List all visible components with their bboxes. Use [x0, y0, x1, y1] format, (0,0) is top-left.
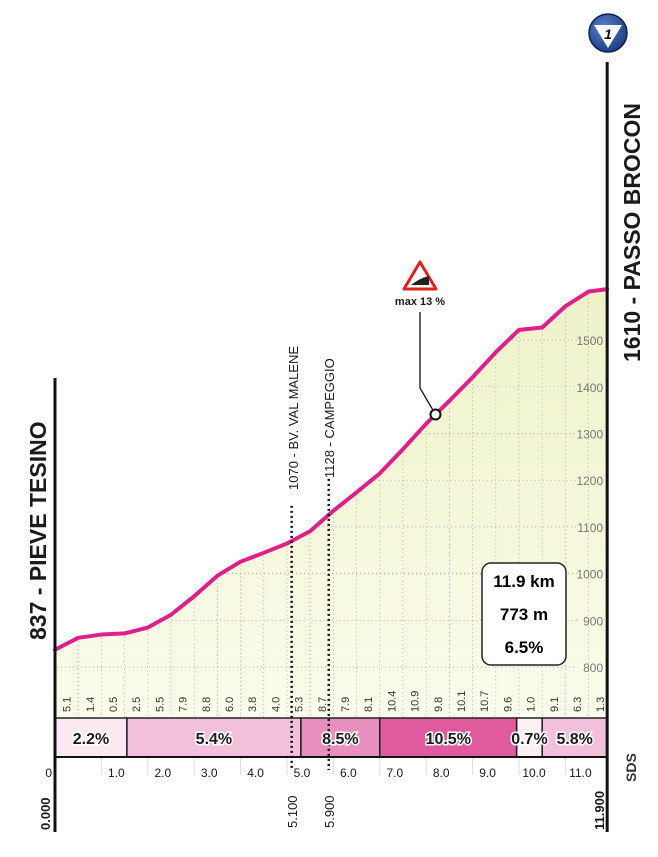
- gradient-500m-label: 6.0: [224, 697, 236, 712]
- gradient-500m-label: 1.4: [85, 697, 97, 712]
- x-tick-label: 4.0: [247, 766, 264, 780]
- summary-box: 11.9 km 773 m 6.5%: [481, 562, 567, 666]
- x-tick-label: 6.0: [340, 766, 357, 780]
- gradient-500m-label: 7.9: [340, 697, 352, 712]
- gradient-500m-label: 5.3: [294, 697, 306, 712]
- gradient-500m-label: 4.0: [270, 697, 282, 712]
- gradient-500m-label: 6.3: [572, 697, 584, 712]
- gradient-section-label: 2.2%: [73, 731, 109, 748]
- gradient-section-label: 0.7%: [511, 731, 547, 748]
- x-tick-label: 8.0: [433, 766, 450, 780]
- x-tick-label: 9.0: [479, 766, 496, 780]
- x-tick-label: 0: [45, 766, 52, 780]
- x-tick-label: 2.0: [154, 766, 171, 780]
- x-tick-label: 10.0: [522, 766, 546, 780]
- y-tick-label: 1100: [577, 521, 603, 535]
- summary-elevation-gain: 773 m: [500, 605, 548, 624]
- x-tick-label: 5.0: [294, 766, 311, 780]
- y-tick-label: 1200: [576, 474, 603, 488]
- gradient-500m-label: 8.8: [201, 697, 213, 712]
- y-tick-label: 1000: [576, 568, 603, 582]
- y-tick-label: 800: [583, 661, 603, 675]
- gradient-500m-label: 5.1: [62, 697, 74, 712]
- gradient-500m-label: 9.8: [433, 697, 445, 712]
- profile-area: [55, 289, 608, 718]
- finish-badge: 1: [588, 13, 628, 53]
- gradient-section-label: 10.5%: [426, 731, 471, 748]
- gradient-500m-label: 1.0: [526, 697, 538, 712]
- summary-avg-gradient: 6.5%: [505, 638, 544, 657]
- gradient-500m-label: 8.7: [317, 697, 329, 712]
- waypoint-label-campeggio: 1128 - CAMPEGGIO: [322, 358, 337, 478]
- gradient-section-bar: [541, 717, 608, 758]
- y-tick-label: 1500: [576, 334, 603, 348]
- finish-label: 1610 - PASSO BROCON: [619, 103, 645, 362]
- profile-line: [53, 287, 610, 652]
- x-start-label: 0.000: [38, 797, 53, 830]
- gradient-section-label: 5.8%: [556, 731, 592, 748]
- x-tick-label: 7.0: [386, 766, 403, 780]
- finish-badge-triangle-icon: [594, 25, 622, 48]
- gradient-500m-label: 10.9: [410, 691, 422, 712]
- x-end-label: 11.900: [592, 791, 607, 830]
- gradient-500m-label: 8.1: [363, 697, 375, 712]
- x-tick-label: 1.0: [108, 766, 125, 780]
- waypoint-km-campeggio: 5.900: [322, 795, 337, 828]
- gradient-500m-label: 10.4: [386, 691, 398, 712]
- max-gradient-label: max 13 %: [395, 296, 445, 308]
- brand-logo: SDS: [623, 753, 639, 782]
- max-gradient-point: [429, 408, 442, 421]
- finish-badge-number: 1: [604, 26, 612, 42]
- max-gradient-warning-icon: [402, 260, 438, 291]
- waypoint-label-val-malene: 1070 - BV. VAL MALENE: [286, 346, 301, 490]
- y-tick-label: 1300: [576, 428, 603, 442]
- gradient-500m-label: 7.9: [178, 697, 190, 712]
- max-gradient-leader-line: [419, 312, 437, 415]
- gradient-section-label: 5.4%: [196, 731, 232, 748]
- gradient-500m-label: 9.6: [502, 697, 514, 712]
- start-label: 837 - PIEVE TESINO: [25, 421, 51, 640]
- gradient-500m-label: 0.5: [108, 697, 120, 712]
- x-tick-label: 11.0: [569, 766, 592, 780]
- gradient-section-label: 8.5%: [322, 731, 358, 748]
- gradient-500m-label: 9.1: [549, 697, 561, 712]
- x-tick-label: 3.0: [201, 766, 218, 780]
- gradient-500m-label: 2.5: [131, 697, 143, 712]
- gradient-500m-label: 5.5: [154, 697, 166, 712]
- y-tick-label: 1400: [576, 381, 603, 395]
- gradient-500m-label: 10.7: [479, 691, 491, 712]
- gradient-500m-label: 1.3: [595, 697, 607, 712]
- gradient-500m-label: 3.8: [247, 697, 259, 712]
- gradient-500m-label: 10.1: [456, 691, 468, 712]
- summary-distance: 11.9 km: [493, 572, 554, 591]
- waypoint-km-val-malene: 5.100: [285, 795, 300, 828]
- y-tick-label: 900: [583, 614, 603, 628]
